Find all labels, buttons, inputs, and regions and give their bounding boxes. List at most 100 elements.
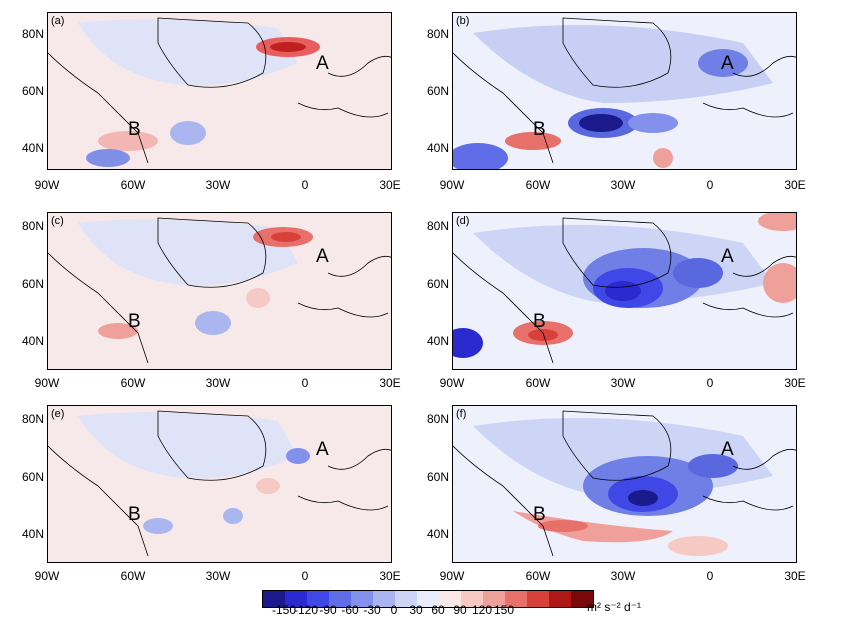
lat-label: 60N (426, 84, 449, 98)
lat-label: 60N (426, 470, 449, 484)
colorbar-swatch (351, 591, 373, 607)
colorbar-swatch (395, 591, 417, 607)
lat-label: 60N (21, 84, 44, 98)
lat-label: 40N (426, 334, 449, 348)
point-a-label: A (721, 246, 734, 267)
lon-label: 30W (205, 569, 231, 583)
point-b-label: B (533, 311, 546, 332)
lon-label: 30E (784, 178, 806, 192)
panel-label: (b) (456, 15, 470, 27)
colorbar-swatch (329, 591, 351, 607)
colorbar (262, 590, 594, 608)
colorbar-swatch (439, 591, 461, 607)
point-a-label: A (316, 439, 329, 460)
lat-label: 60N (21, 277, 44, 291)
lon-label: 0 (301, 178, 309, 192)
lon-label: 30E (379, 569, 401, 583)
panel-f: (f) A B (452, 405, 797, 563)
lat-label: 40N (21, 527, 44, 541)
panel-label: (c) (51, 215, 64, 227)
lat-label: 40N (21, 141, 44, 155)
point-b-label: B (128, 504, 141, 525)
colorbar-tick-label: -120 (293, 603, 319, 617)
panel-label: (f) (456, 408, 467, 420)
map-a (48, 13, 391, 169)
colorbar-unit: m² s⁻² d⁻¹ (587, 600, 641, 614)
point-b-label: B (533, 119, 546, 140)
map-b (453, 13, 796, 169)
colorbar-swatch (285, 591, 307, 607)
lon-label: 90W (439, 569, 465, 583)
lon-label: 0 (706, 376, 714, 390)
colorbar-tick-label: -60 (341, 603, 359, 617)
colorbar-tick-label: 0 (390, 603, 398, 617)
lon-label: 30W (610, 376, 636, 390)
lon-label: 0 (706, 178, 714, 192)
lon-label: 30W (610, 178, 636, 192)
panel-label: (d) (456, 215, 470, 227)
map-e (48, 406, 391, 562)
lon-label: 90W (439, 376, 465, 390)
lat-label: 40N (426, 527, 449, 541)
colorbar-swatch (263, 591, 285, 607)
lat-label: 60N (426, 277, 449, 291)
colorbar-swatch (373, 591, 395, 607)
lon-label: 0 (301, 376, 309, 390)
lon-label: 90W (34, 376, 60, 390)
lat-label: 80N (21, 219, 44, 233)
lat-label: 40N (21, 334, 44, 348)
point-b-label: B (533, 504, 546, 525)
lon-label: 60W (120, 376, 146, 390)
colorbar-swatch (483, 591, 505, 607)
lat-label: 80N (426, 27, 449, 41)
colorbar-tick-label: 120 (471, 603, 493, 617)
lat-label: 80N (21, 412, 44, 426)
point-b-label: B (128, 311, 141, 332)
lon-label: 30W (610, 569, 636, 583)
lon-label: 30E (379, 178, 401, 192)
colorbar-swatch (461, 591, 483, 607)
lon-label: 0 (706, 569, 714, 583)
colorbar-swatch (417, 591, 439, 607)
colorbar-tick-label: 90 (453, 603, 467, 617)
lat-label: 80N (426, 219, 449, 233)
point-a-label: A (721, 439, 734, 460)
lon-label: 60W (525, 178, 551, 192)
lat-label: 60N (21, 470, 44, 484)
lon-label: 30W (205, 178, 231, 192)
lon-label: 30W (205, 376, 231, 390)
colorbar-tick-label: 60 (431, 603, 445, 617)
lon-label: 60W (525, 569, 551, 583)
colorbar-swatch (307, 591, 329, 607)
colorbar-tick-label: -150 (271, 603, 297, 617)
point-a-label: A (721, 53, 734, 74)
lon-label: 60W (525, 376, 551, 390)
lon-label: 0 (301, 569, 309, 583)
panel-label: (a) (51, 15, 65, 27)
lon-label: 30E (784, 569, 806, 583)
lon-label: 90W (34, 569, 60, 583)
colorbar-tick-label: -90 (319, 603, 337, 617)
panel-c: (c) A B (47, 212, 392, 370)
point-a-label: A (316, 53, 329, 74)
lon-label: 90W (439, 178, 465, 192)
colorbar-tick-label: 30 (409, 603, 423, 617)
lat-label: 40N (426, 141, 449, 155)
lon-label: 90W (34, 178, 60, 192)
lon-label: 60W (120, 178, 146, 192)
lon-label: 30E (784, 376, 806, 390)
point-a-label: A (316, 246, 329, 267)
map-f (453, 406, 796, 562)
panel-d: (d) A B (452, 212, 797, 370)
colorbar-swatch (549, 591, 571, 607)
lat-label: 80N (21, 27, 44, 41)
panel-a: (a) A B (47, 12, 392, 170)
point-b-label: B (128, 119, 141, 140)
colorbar-swatch (571, 591, 593, 607)
lon-label: 60W (120, 569, 146, 583)
colorbar-tick-label: -30 (363, 603, 381, 617)
lat-label: 80N (426, 412, 449, 426)
panel-label: (e) (51, 408, 65, 420)
colorbar-tick-label: 150 (493, 603, 515, 617)
panel-b: (b) A B (452, 12, 797, 170)
